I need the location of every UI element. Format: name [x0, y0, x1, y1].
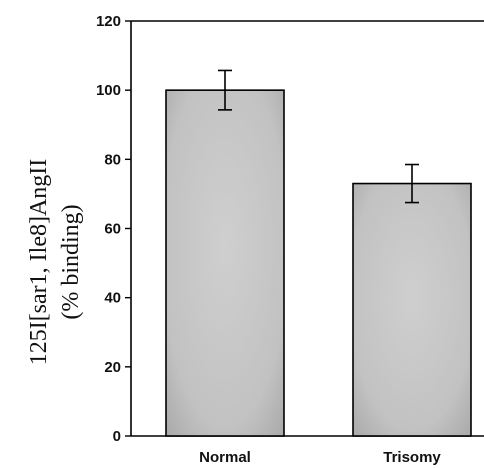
x-tick-label: Normal — [199, 449, 251, 466]
y-tick-label: 40 — [104, 290, 121, 307]
y-tick-label: 120 — [96, 13, 121, 30]
y-tick-label: 100 — [96, 82, 121, 99]
error-bars — [218, 69, 419, 204]
y-axis-label-line2: (% binding) — [58, 204, 84, 319]
x-axis: Normal Trisomy — [199, 449, 441, 466]
x-tick-label: Trisomy — [383, 449, 441, 466]
bars — [165, 89, 472, 437]
y-tick-label: 0 — [113, 428, 121, 445]
y-tick-label: 20 — [104, 359, 121, 376]
y-tick-label: 60 — [104, 221, 121, 238]
y-axis-label-line1: 125I[sar1, Ile8]AngII — [26, 159, 52, 366]
bar-trisomy — [352, 182, 472, 437]
bar-normal — [165, 89, 285, 437]
y-tick-label: 80 — [104, 151, 121, 168]
y-axis: 0 20 40 60 80 100 120 — [96, 13, 131, 445]
